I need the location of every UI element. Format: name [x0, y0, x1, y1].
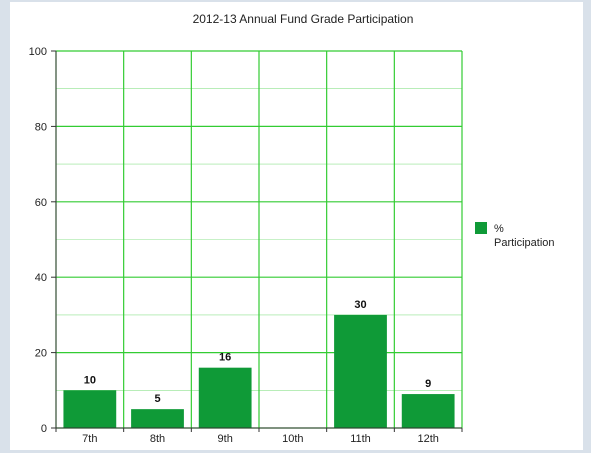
legend-label-line1: % — [494, 223, 504, 235]
y-tick-label: 80 — [35, 121, 47, 133]
grid-lines — [55, 50, 463, 429]
x-tick-label: 7th — [82, 433, 97, 445]
legend: % Participation — [475, 222, 555, 249]
y-tick-label: 0 — [41, 423, 47, 435]
bars: 10 5 16 30 9 — [63, 299, 455, 428]
legend-label-line2: Participation — [494, 237, 555, 249]
x-tick-label: 8th — [150, 433, 165, 445]
bar-11th — [334, 314, 387, 428]
x-tick-label: 11th — [350, 433, 371, 445]
x-tick-label: 10th — [282, 433, 303, 445]
y-tick-label: 20 — [35, 348, 47, 360]
bar-12th — [401, 394, 455, 428]
x-tick-label: 12th — [417, 433, 438, 445]
chart-title: 2012-13 Annual Fund Grade Participation — [193, 12, 414, 26]
data-label: 9 — [425, 378, 431, 390]
data-label: 5 — [154, 393, 160, 405]
bar-7th — [63, 390, 117, 428]
y-tick-label: 60 — [35, 197, 47, 209]
legend-swatch — [475, 222, 487, 234]
x-tick-label: 9th — [218, 433, 233, 445]
y-tick-label: 100 — [29, 46, 47, 58]
data-label: 30 — [354, 299, 366, 311]
data-label: 10 — [84, 374, 96, 386]
axes: 0 20 40 60 80 100 7th 8th 9th 10th 11th 12th — [29, 46, 463, 445]
bar-9th — [198, 367, 252, 428]
data-label: 16 — [219, 352, 231, 364]
bar-8th — [131, 409, 184, 428]
chart-panel — [10, 2, 583, 450]
y-tick-label: 40 — [35, 272, 47, 284]
